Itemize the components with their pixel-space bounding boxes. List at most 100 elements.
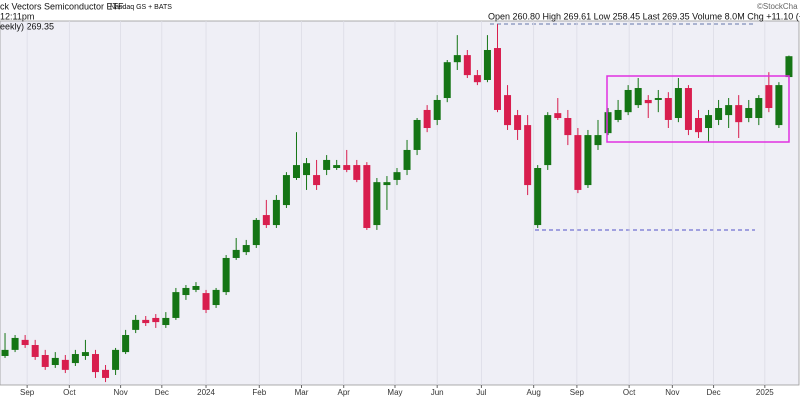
x-tick-label: Feb — [252, 388, 266, 397]
candle-body — [433, 99, 441, 120]
candle-body — [413, 119, 421, 150]
candle-body — [192, 286, 200, 290]
candle-body — [534, 167, 542, 226]
candle-body — [11, 337, 19, 350]
candle-body — [604, 112, 612, 134]
candle-body — [21, 339, 29, 346]
candle-body — [644, 99, 652, 104]
candle-body — [51, 357, 59, 366]
candle-body — [493, 48, 501, 110]
candle-body — [242, 245, 250, 253]
candle-body — [61, 359, 69, 370]
candle-body — [634, 88, 642, 106]
x-tick-label: 2025 — [756, 388, 774, 397]
candle-body — [594, 135, 602, 146]
x-tick-label: Mar — [295, 388, 309, 397]
candle-body — [353, 165, 361, 180]
candle-body — [473, 75, 481, 83]
candle-body — [222, 257, 230, 293]
candle-body — [745, 108, 753, 119]
x-tick-label: Sep — [20, 388, 35, 397]
candle-body — [162, 317, 170, 326]
candle-body — [1, 349, 9, 356]
x-tick-label: Dec — [155, 388, 169, 397]
candle-body — [654, 98, 662, 100]
candle-body — [584, 135, 592, 186]
x-tick-label: Aug — [527, 388, 541, 397]
candle-body — [735, 105, 743, 123]
candle-body — [544, 115, 552, 166]
candle-body — [624, 89, 632, 113]
candle-body — [614, 109, 622, 120]
x-tick-label: Oct — [623, 388, 636, 397]
candle-body — [393, 172, 401, 180]
range-box — [606, 75, 790, 143]
candle-body — [202, 293, 210, 310]
candle-body — [363, 165, 371, 228]
quote: Open 260.80 High 269.61 Low 258.45 Last … — [488, 11, 800, 21]
candle-body — [31, 345, 39, 357]
candle-body — [303, 163, 311, 176]
candle-body — [262, 215, 270, 226]
x-tick-label: Jul — [476, 388, 486, 397]
candle-body — [775, 85, 783, 126]
candle-body — [313, 175, 321, 186]
candle-body — [423, 109, 431, 129]
candle-body — [212, 289, 220, 306]
candle-body — [102, 369, 110, 378]
candle-body — [272, 199, 280, 226]
candle-body — [694, 118, 702, 133]
candle-body — [755, 98, 763, 119]
candle-body — [71, 354, 79, 364]
candle-body — [292, 165, 300, 178]
x-tick-label: Nov — [665, 388, 679, 397]
candle-body — [403, 149, 411, 170]
x-tick-label: Dec — [706, 388, 720, 397]
candle-body — [182, 287, 190, 296]
candle-body — [715, 108, 723, 120]
credit: ©StockCha — [757, 2, 798, 11]
candle-body — [725, 105, 733, 116]
candle-body — [172, 292, 180, 318]
candle-body — [91, 354, 99, 373]
candle-body — [373, 182, 381, 226]
candle-body — [483, 49, 491, 80]
exchange: Nasdaq GS + BATS — [110, 4, 172, 11]
candle-body — [453, 55, 461, 63]
candle-body — [554, 113, 562, 119]
candle-body — [232, 249, 240, 258]
candle-body — [81, 352, 89, 356]
x-tick-label: Jun — [431, 388, 444, 397]
x-tick-label: May — [387, 388, 402, 397]
candle-body — [252, 219, 260, 246]
x-tick-label: Nov — [113, 388, 127, 397]
candle-body — [333, 165, 341, 168]
candle-body — [41, 355, 49, 367]
candle-body — [282, 175, 290, 206]
x-tick-label: Oct — [63, 388, 76, 397]
candle-body — [785, 56, 793, 78]
time: 12:11pm — [0, 11, 34, 21]
candle-body — [132, 319, 140, 330]
x-tick-label: 2024 — [197, 388, 215, 397]
candle-body — [343, 165, 351, 170]
candle-body — [664, 98, 672, 120]
candle-body — [122, 335, 130, 353]
candle-body — [443, 62, 451, 99]
candle-body — [674, 88, 682, 119]
candle-body — [514, 115, 522, 130]
candle-body — [142, 319, 150, 324]
candle-body — [383, 182, 391, 186]
x-tick-label: Apr — [337, 388, 350, 397]
candle-body — [765, 85, 773, 109]
candle-body — [705, 115, 713, 129]
candle-body — [574, 135, 582, 190]
candle-body — [504, 95, 512, 126]
chart-title: ck Vectors Semiconductor ETF — [0, 1, 124, 11]
candle-body — [684, 88, 692, 130]
candles — [1, 24, 793, 383]
x-tick-label: Sep — [570, 388, 585, 397]
candle-body — [152, 317, 160, 323]
candle-body — [112, 349, 120, 370]
